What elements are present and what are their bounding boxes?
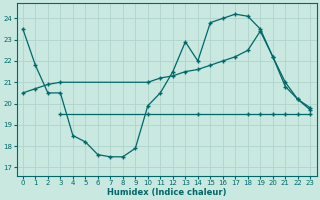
X-axis label: Humidex (Indice chaleur): Humidex (Indice chaleur) [107, 188, 226, 197]
